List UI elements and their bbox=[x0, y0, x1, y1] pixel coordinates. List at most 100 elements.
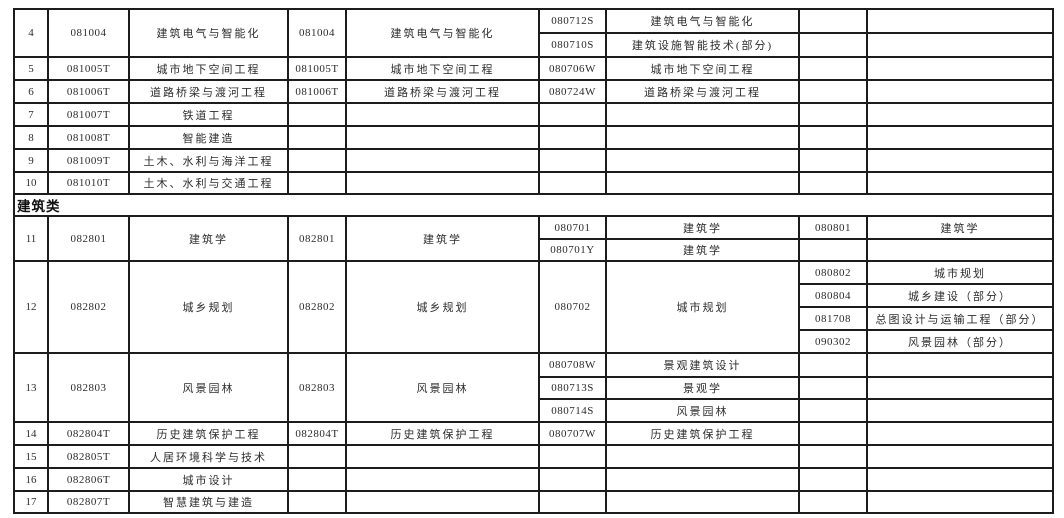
major-name-cell: 城市规划 bbox=[866, 260, 1054, 285]
section-row: 建筑类 bbox=[13, 193, 1054, 217]
empty-cell bbox=[538, 467, 607, 492]
code-cell: 081010T bbox=[47, 171, 130, 195]
code-cell: 082803 bbox=[47, 352, 130, 423]
row-number-cell: 11 bbox=[13, 215, 49, 262]
code-cell: 081005T bbox=[47, 56, 130, 81]
major-name-cell: 建筑学 bbox=[866, 215, 1054, 240]
empty-cell bbox=[798, 467, 868, 492]
table-row: 10 081010T 土木、水利与交通工程 bbox=[13, 171, 1054, 195]
empty-cell bbox=[605, 467, 800, 492]
row-number-cell: 10 bbox=[13, 171, 49, 195]
major-name-cell: 土木、水利与海洋工程 bbox=[128, 148, 289, 173]
empty-cell bbox=[798, 444, 868, 469]
table-row: 7 081007T 铁道工程 bbox=[13, 102, 1054, 127]
major-name-cell: 建筑电气与智能化 bbox=[128, 8, 289, 58]
table-row: 080710S 建筑设施智能技术(部分) bbox=[14, 32, 1054, 58]
empty-cell bbox=[538, 148, 607, 173]
empty-cell bbox=[798, 32, 868, 58]
code-cell: 090302 bbox=[798, 329, 868, 354]
code-cell: 082804T bbox=[287, 421, 347, 446]
code-cell: 082802 bbox=[287, 260, 347, 354]
code-cell: 081006T bbox=[47, 79, 130, 104]
major-name-cell: 风景园林（部分） bbox=[866, 329, 1054, 354]
major-name-cell: 历史建筑保护工程 bbox=[128, 421, 289, 446]
code-cell: 081004 bbox=[47, 8, 130, 58]
code-cell: 080706W bbox=[538, 56, 607, 81]
major-name-cell: 城市地下空间工程 bbox=[605, 56, 800, 81]
major-name-cell: 景观学 bbox=[605, 376, 800, 400]
code-cell: 082801 bbox=[287, 215, 347, 262]
code-cell: 080713S bbox=[538, 376, 607, 400]
major-name-cell: 城市地下空间工程 bbox=[345, 56, 540, 81]
code-cell: 082801 bbox=[47, 215, 130, 262]
row-number-cell: 13 bbox=[13, 352, 49, 423]
major-name-cell: 风景园林 bbox=[128, 352, 289, 423]
code-cell: 080701 bbox=[538, 215, 607, 240]
empty-cell bbox=[798, 8, 868, 34]
major-name-cell: 城乡建设（部分） bbox=[866, 283, 1054, 308]
empty-cell bbox=[605, 490, 800, 514]
code-cell: 080714S bbox=[538, 398, 607, 423]
major-name-cell: 城乡规划 bbox=[128, 260, 289, 354]
table-row: 16 082806T 城市设计 bbox=[13, 467, 1054, 492]
major-name-cell: 城市地下空间工程 bbox=[128, 56, 289, 81]
code-cell: 080804 bbox=[798, 283, 868, 308]
empty-cell bbox=[345, 148, 540, 173]
empty-cell bbox=[798, 148, 868, 173]
table-row: 080804 城乡建设（部分） bbox=[14, 283, 1054, 308]
code-cell: 081004 bbox=[287, 8, 347, 58]
major-name-cell: 城市设计 bbox=[128, 467, 289, 492]
empty-cell bbox=[866, 56, 1054, 81]
code-cell: 082803 bbox=[287, 352, 347, 423]
code-cell: 082804T bbox=[47, 421, 130, 446]
table-row: 080701Y 建筑学 bbox=[14, 238, 1054, 262]
row-number-cell: 8 bbox=[13, 125, 49, 150]
code-cell: 080708W bbox=[538, 352, 607, 378]
empty-cell bbox=[538, 171, 607, 195]
major-name-cell: 道路桥梁与渡河工程 bbox=[345, 79, 540, 104]
empty-cell bbox=[798, 376, 868, 400]
majors-table-container: 4 081004 建筑电气与智能化 081004 建筑电气与智能化 080712S 建筑电气… bbox=[13, 8, 1054, 514]
empty-cell bbox=[605, 148, 800, 173]
major-name-cell: 建筑设施智能技术(部分) bbox=[605, 32, 800, 58]
empty-cell bbox=[345, 467, 540, 492]
empty-cell bbox=[287, 148, 347, 173]
major-name-cell: 历史建筑保护工程 bbox=[345, 421, 540, 446]
empty-cell bbox=[345, 490, 540, 514]
table-row: 080714S 风景园林 bbox=[14, 398, 1054, 423]
empty-cell bbox=[287, 444, 347, 469]
table-row: 081708 总图设计与运输工程（部分） bbox=[14, 306, 1054, 331]
major-name-cell: 城市规划 bbox=[605, 260, 800, 354]
code-cell: 080710S bbox=[538, 32, 607, 58]
code-cell: 081008T bbox=[47, 125, 130, 150]
row-number-cell: 7 bbox=[13, 102, 49, 127]
table-row: 5 081005T 城市地下空间工程 081005T 城市地下空间工程 080706W 城市… bbox=[13, 56, 1054, 81]
empty-cell bbox=[538, 444, 607, 469]
code-cell: 080802 bbox=[798, 260, 868, 285]
table-row: 15 082805T 人居环境科学与技术 bbox=[13, 444, 1054, 469]
code-cell: 082802 bbox=[47, 260, 130, 354]
code-cell: 082805T bbox=[47, 444, 130, 469]
row-number-cell: 17 bbox=[13, 490, 49, 514]
table-row: 11 082801 建筑学 082801 建筑学 080701 建筑学 080801 建筑学 bbox=[13, 215, 1054, 262]
code-cell: 081007T bbox=[47, 102, 130, 127]
major-name-cell: 历史建筑保护工程 bbox=[605, 421, 800, 446]
empty-cell bbox=[798, 125, 868, 150]
table-row: 080713S 景观学 bbox=[14, 376, 1054, 400]
empty-cell bbox=[605, 444, 800, 469]
code-cell: 082806T bbox=[47, 467, 130, 492]
empty-cell bbox=[605, 171, 800, 195]
code-cell: 080707W bbox=[538, 421, 607, 446]
empty-cell bbox=[538, 125, 607, 150]
empty-cell bbox=[798, 421, 868, 446]
table-row: 090302 风景园林（部分） bbox=[14, 329, 1054, 354]
empty-cell bbox=[866, 467, 1054, 492]
empty-cell bbox=[605, 125, 800, 150]
table-row: 17 082807T 智慧建筑与建造 bbox=[13, 490, 1054, 514]
major-name-cell: 土木、水利与交通工程 bbox=[128, 171, 289, 195]
major-name-cell: 建筑电气与智能化 bbox=[345, 8, 540, 58]
empty-cell bbox=[798, 56, 868, 81]
table-row: 6 081006T 道路桥梁与渡河工程 081006T 道路桥梁与渡河工程 080724W… bbox=[13, 79, 1054, 104]
empty-cell bbox=[287, 102, 347, 127]
empty-cell bbox=[798, 238, 868, 262]
